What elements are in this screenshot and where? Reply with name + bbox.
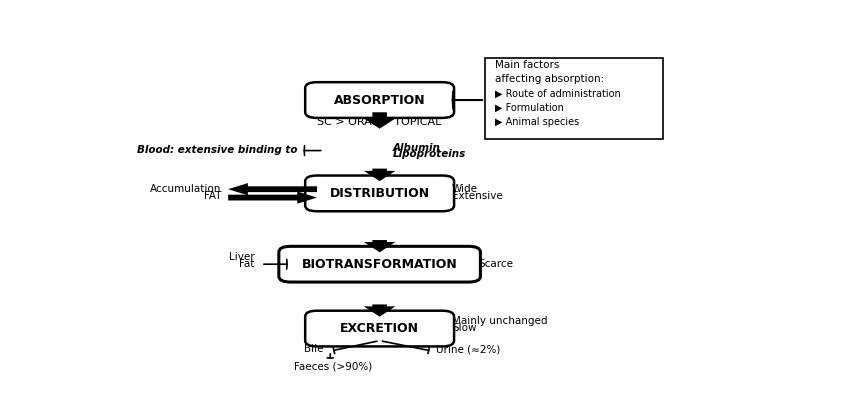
- Text: Urine (≈2%): Urine (≈2%): [435, 344, 500, 354]
- Bar: [485, 58, 663, 139]
- Text: Main factors: Main factors: [495, 60, 559, 70]
- Text: Scarce: Scarce: [479, 259, 513, 269]
- Text: BIOTRANSFORMATION: BIOTRANSFORMATION: [302, 257, 457, 271]
- Polygon shape: [364, 304, 395, 317]
- Polygon shape: [364, 112, 395, 129]
- Text: SC > ORAL > TOPICAL: SC > ORAL > TOPICAL: [317, 117, 442, 127]
- Text: Bile: Bile: [304, 344, 324, 354]
- Text: Faeces (>90%): Faeces (>90%): [294, 361, 372, 371]
- Polygon shape: [364, 168, 395, 181]
- Polygon shape: [228, 191, 317, 204]
- Text: FAT: FAT: [204, 191, 222, 201]
- Text: Lipoproteins: Lipoproteins: [393, 149, 466, 159]
- Text: DISTRIBUTION: DISTRIBUTION: [330, 187, 430, 200]
- Text: Wide: Wide: [452, 184, 478, 194]
- FancyBboxPatch shape: [305, 82, 454, 118]
- Text: Mainly unchanged: Mainly unchanged: [452, 316, 547, 326]
- Text: EXCRETION: EXCRETION: [340, 322, 419, 335]
- Text: affecting absorption:: affecting absorption:: [495, 74, 604, 84]
- Text: Blood: extensive binding to: Blood: extensive binding to: [137, 145, 298, 155]
- Text: ▶ Animal species: ▶ Animal species: [495, 117, 579, 127]
- Text: ▶ Route of administration: ▶ Route of administration: [495, 89, 620, 99]
- FancyBboxPatch shape: [279, 246, 480, 282]
- Text: Accumulation: Accumulation: [150, 184, 222, 194]
- Text: Albumin: Albumin: [393, 143, 440, 153]
- Polygon shape: [364, 240, 395, 252]
- FancyBboxPatch shape: [305, 176, 454, 211]
- Text: ABSORPTION: ABSORPTION: [334, 94, 426, 107]
- Polygon shape: [228, 183, 317, 195]
- Text: Liver: Liver: [229, 252, 254, 262]
- FancyBboxPatch shape: [305, 311, 454, 347]
- Text: Slow: Slow: [452, 323, 477, 333]
- Text: ▶ Formulation: ▶ Formulation: [495, 103, 564, 113]
- Text: Extensive: Extensive: [452, 191, 503, 201]
- Text: Fat: Fat: [239, 259, 254, 269]
